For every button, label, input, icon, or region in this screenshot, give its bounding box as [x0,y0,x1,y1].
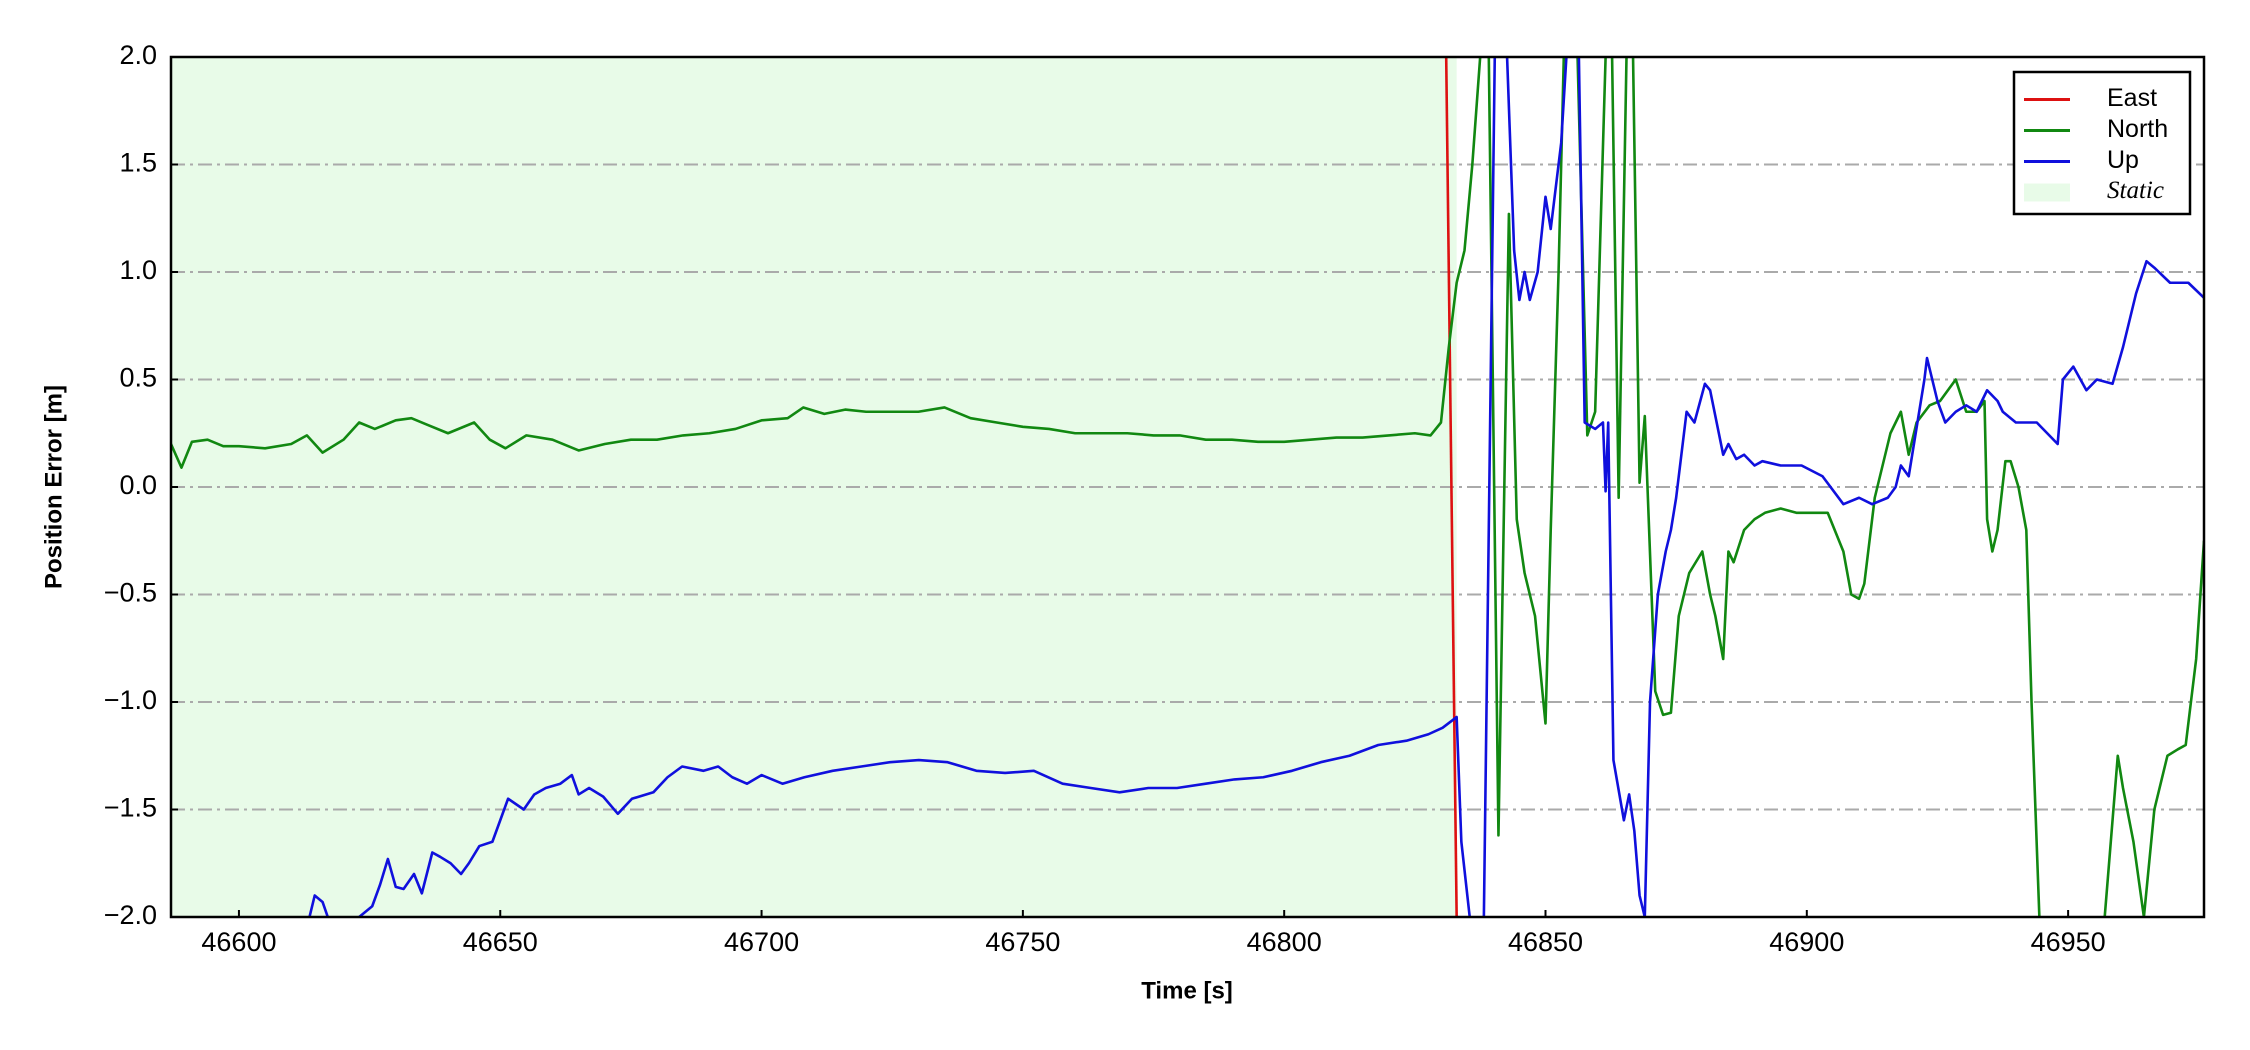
x-tick-label: 46950 [2031,927,2106,957]
y-tick-label: 1.0 [119,255,157,285]
data-line [1444,57,1458,917]
y-tick-label: −0.5 [104,578,157,608]
x-tick-label: 46850 [1508,927,1583,957]
y-tick-label: 2.0 [119,40,157,70]
y-tick-label: 0.0 [119,470,157,500]
x-tick-label: 46800 [1247,927,1322,957]
data-line [308,57,2204,917]
x-tick-label: 46700 [724,927,799,957]
legend-label: Static [2107,177,2164,204]
legend-label: East [2107,84,2157,112]
legend: East North Up Static [2012,70,2192,216]
x-axis-label: Time [s] [1141,977,1233,1004]
y-tick-label: 1.5 [119,148,157,178]
x-tick-label: 46650 [463,927,538,957]
y-axis-label: Position Error [m] [40,385,67,589]
y-tick-label: −2.0 [104,900,157,930]
y-tick-label: 0.5 [119,363,157,393]
x-tick-label: 46600 [201,927,276,957]
y-tick-label: −1.5 [104,793,157,823]
legend-label: North [2107,115,2168,143]
plot-frame [169,55,2206,919]
x-tick-label: 46900 [1769,927,1844,957]
y-tick-label: −1.0 [104,685,157,715]
legend-label: Up [2107,146,2139,174]
x-tick-label: 46750 [985,927,1060,957]
plot-area [171,57,2204,917]
legend-swatch [2024,183,2070,202]
